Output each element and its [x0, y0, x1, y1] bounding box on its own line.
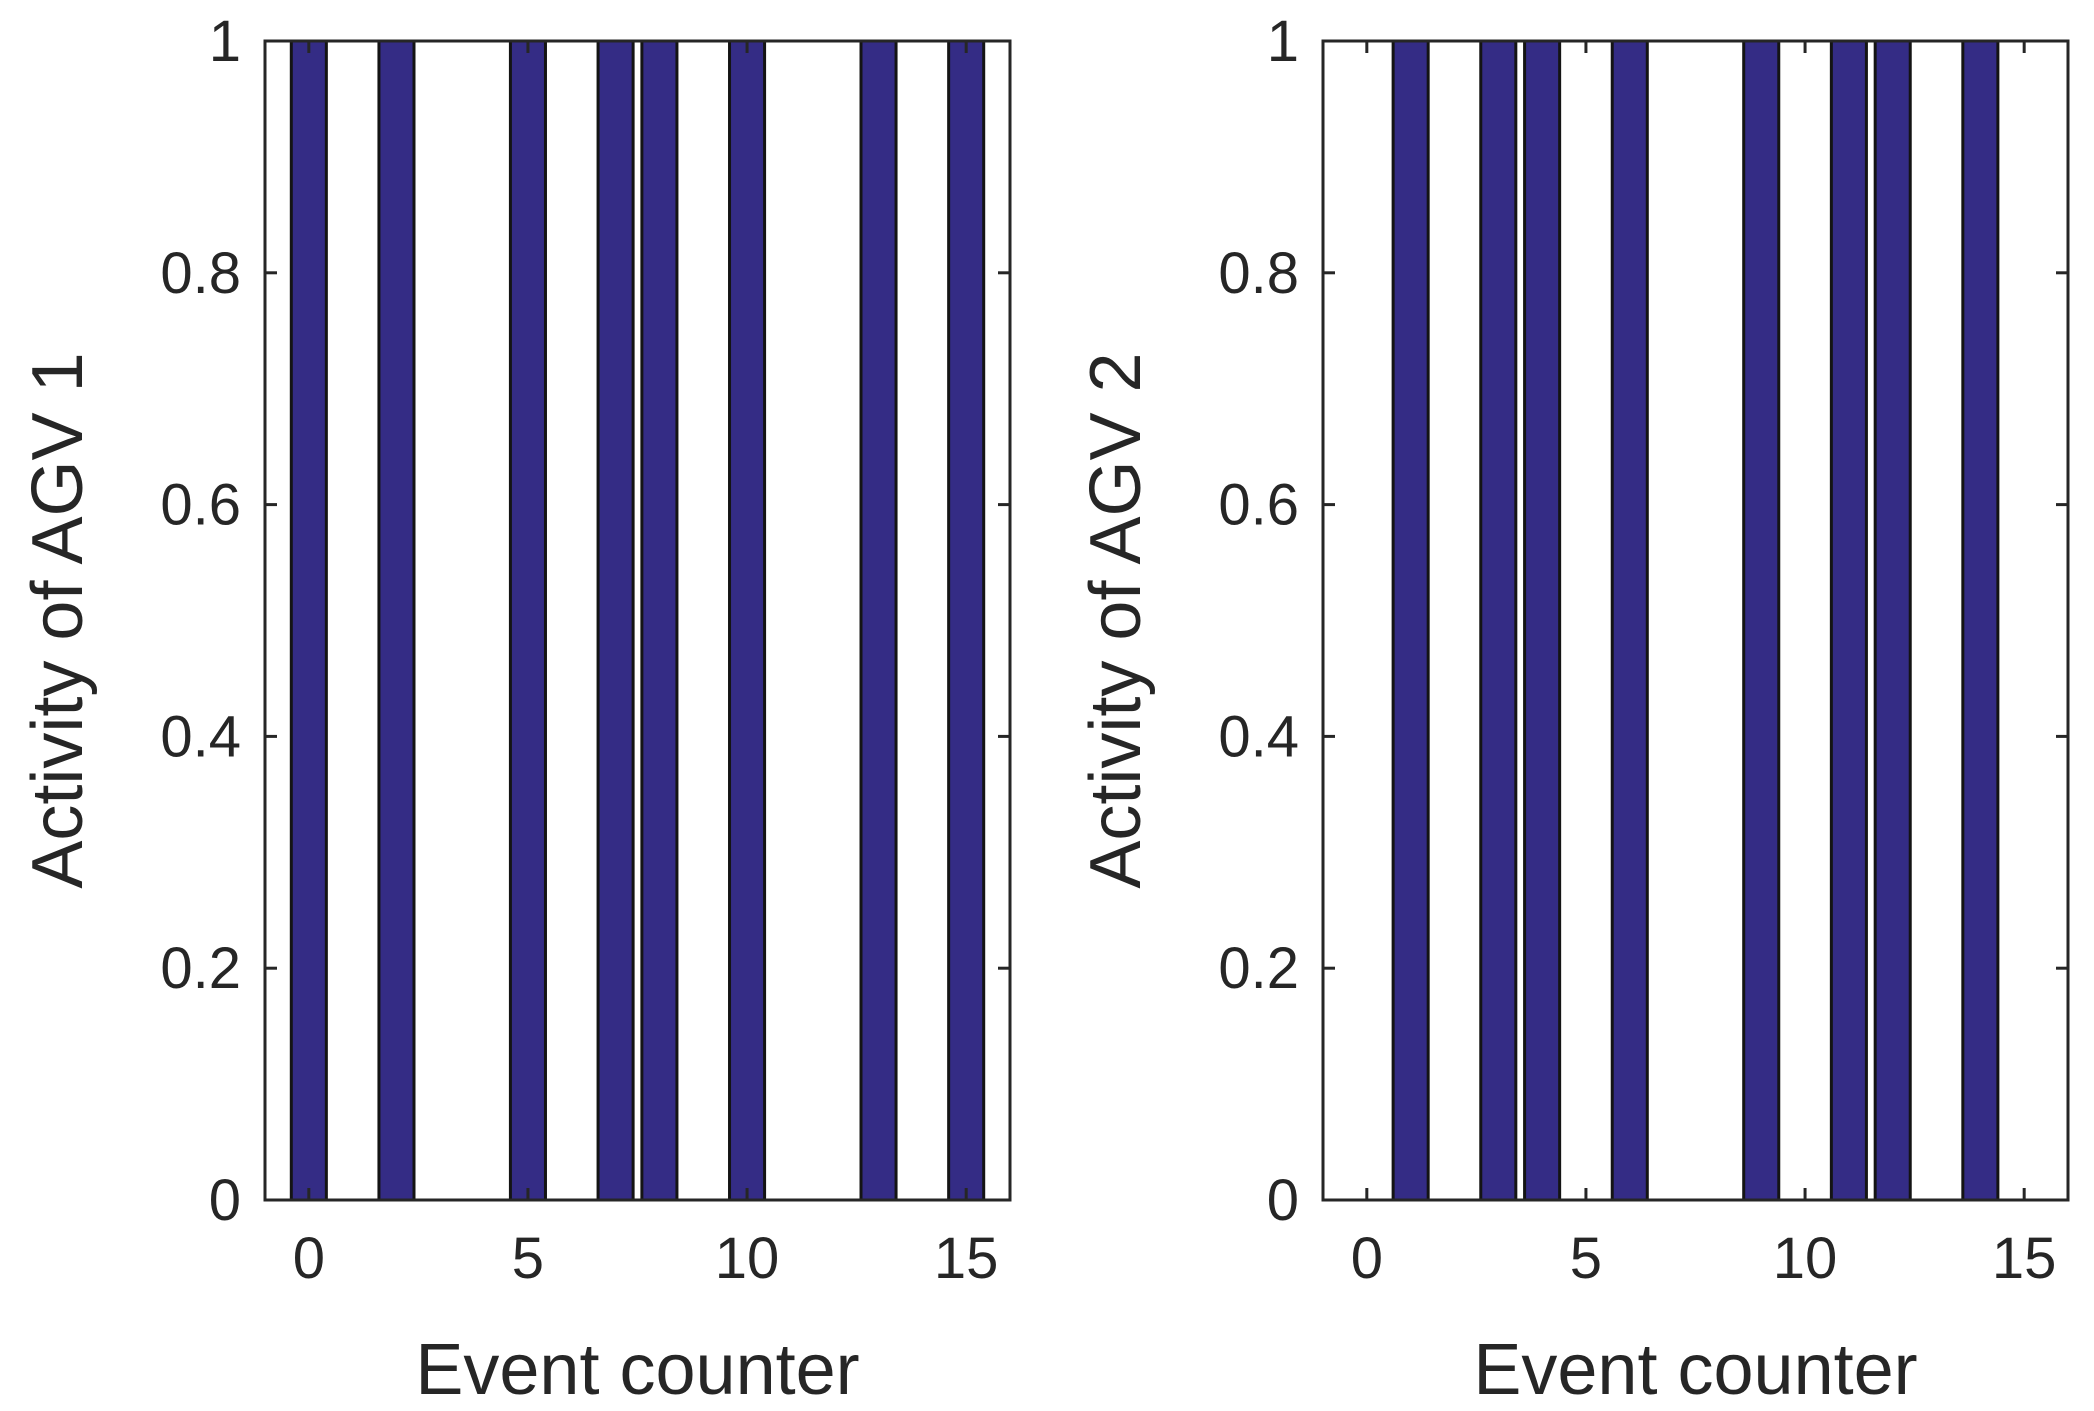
bar-13 [859, 39, 898, 1202]
y-tick-label: 0 [209, 1168, 241, 1233]
bar-5 [508, 39, 547, 1202]
x-tick-label: 10 [1773, 1226, 1838, 1291]
x-tick-label: 15 [1992, 1226, 2057, 1291]
y-tick-label: 0.8 [1218, 241, 1299, 306]
y-tick-label: 0.6 [160, 473, 241, 538]
plot-area [263, 39, 1012, 1202]
y-tick-label: 0.2 [160, 936, 241, 1001]
plot-area [1321, 39, 2070, 1202]
x-tick-label: 0 [1351, 1226, 1383, 1291]
bar-8 [640, 39, 679, 1202]
x-tick-label: 10 [715, 1226, 780, 1291]
bar-7 [596, 39, 635, 1202]
y-axis-label: Activity of AGV 1 [18, 352, 98, 888]
y-tick-label: 1 [1267, 9, 1299, 74]
bar-6 [1610, 39, 1649, 1202]
x-axis-label: Event counter [415, 1330, 859, 1410]
y-tick-label: 0.6 [1218, 473, 1299, 538]
bar-0 [289, 39, 328, 1202]
y-tick-label: 0 [1267, 1168, 1299, 1233]
x-tick-label: 5 [1570, 1226, 1602, 1291]
y-tick-label: 1 [209, 9, 241, 74]
x-axis-label: Event counter [1473, 1330, 1917, 1410]
plot-frame [1321, 39, 2070, 1202]
bar-1 [1391, 39, 1430, 1202]
bar-15 [947, 39, 986, 1202]
y-tick-label: 0.8 [160, 241, 241, 306]
x-tick-label: 0 [293, 1226, 325, 1291]
bar-4 [1523, 39, 1562, 1202]
bar-2 [377, 39, 416, 1202]
y-axis-label: Activity of AGV 2 [1076, 352, 1156, 888]
y-tick-label: 0.4 [1218, 704, 1299, 769]
bar-3 [1479, 39, 1518, 1202]
bar-9 [1742, 39, 1781, 1202]
x-tick-label: 5 [512, 1226, 544, 1291]
bar-14 [1961, 39, 2000, 1202]
y-tick-label: 0.2 [1218, 936, 1299, 1001]
bar-11 [1829, 39, 1868, 1202]
y-tick-label: 0.4 [160, 704, 241, 769]
x-tick-label: 15 [934, 1226, 999, 1291]
bar-10 [728, 39, 767, 1202]
bar-12 [1873, 39, 1912, 1202]
plot-frame [263, 39, 1012, 1202]
